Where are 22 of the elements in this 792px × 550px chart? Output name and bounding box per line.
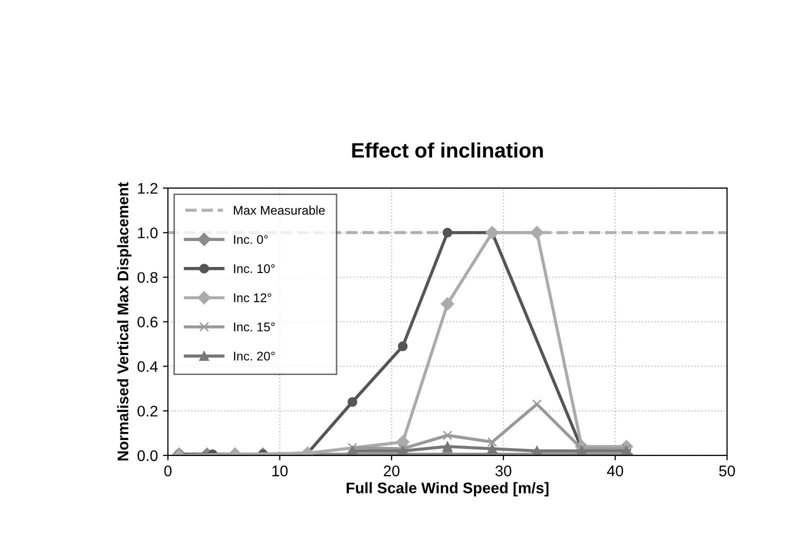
y-tick-label: 1.0 (138, 228, 158, 238)
legend-label: Inc. 20° (234, 352, 275, 361)
x-tick-label: 30 (495, 466, 512, 476)
y-tick-label: 0.0 (138, 450, 158, 462)
y-axis-title: Normalised Vertical Max Displacement (117, 182, 132, 460)
y-tick-label: 0.2 (138, 406, 158, 417)
legend-label: Inc. 10° (234, 264, 275, 274)
legend-label: Inc. 0° (234, 235, 268, 244)
x-axis-title: Full Scale Wind Speed [m/s] (346, 482, 548, 496)
x-tick-label: 10 (272, 466, 288, 476)
x-tick-label: 20 (384, 466, 400, 476)
x-tick-label: 50 (719, 466, 735, 476)
y-tick-label: 1.2 (138, 182, 158, 194)
chart-title: Effect of inclination (352, 142, 543, 158)
x-tick-label: 0 (164, 466, 172, 476)
y-tick-label: 0.8 (138, 272, 158, 283)
x-tick-label: 40 (607, 466, 624, 476)
legend-label: Inc. 15° (234, 322, 275, 332)
y-tick-label: 0.4 (138, 361, 158, 372)
y-tick-label: 0.6 (138, 316, 158, 328)
legend-label: Max Measurable (234, 206, 325, 215)
legend-label: Inc 12° (234, 293, 272, 302)
